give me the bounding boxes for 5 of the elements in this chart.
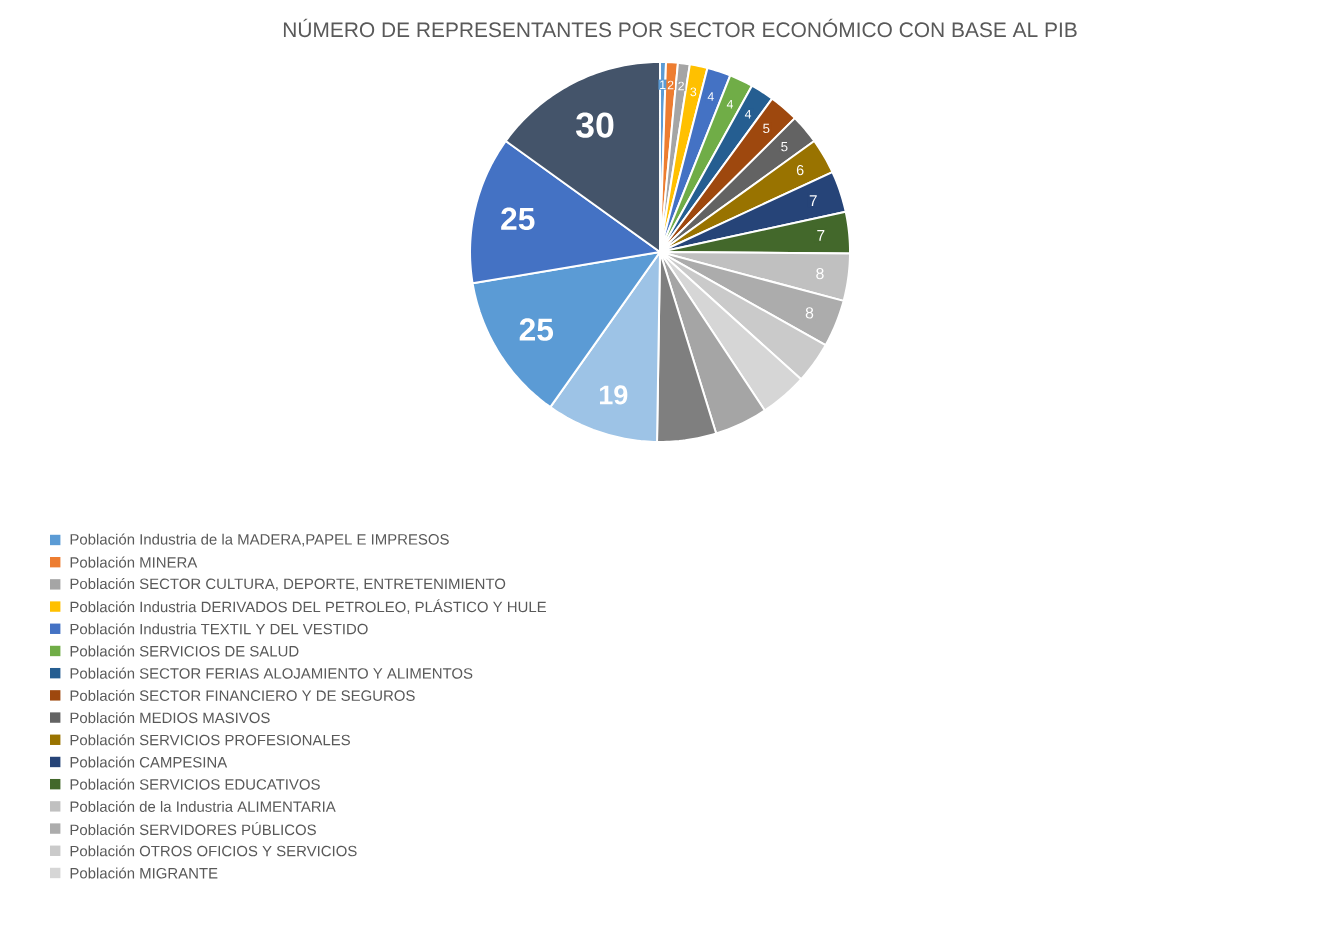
chart-title: NÚMERO DE REPRESENTANTES POR SECTOR ECONÓMICO CON BASE AL PIB (283, 18, 1077, 38)
data-label: 19 (599, 385, 628, 405)
data-label: 25 (519, 318, 554, 341)
data-label: 30 (575, 112, 614, 138)
data-label: 25 (501, 207, 535, 231)
